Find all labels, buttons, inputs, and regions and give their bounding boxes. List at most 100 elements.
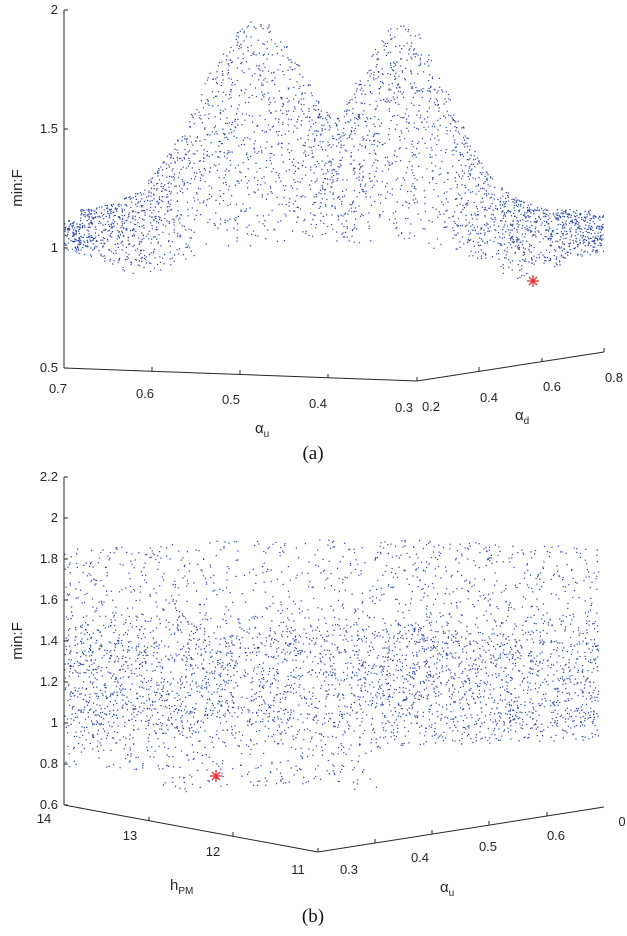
scatter-point xyxy=(361,87,363,89)
scatter-point xyxy=(494,619,496,621)
scatter-point xyxy=(512,223,514,225)
scatter-point xyxy=(574,692,576,694)
scatter-point xyxy=(403,45,405,47)
scatter-point xyxy=(509,211,512,213)
scatter-point xyxy=(448,114,450,116)
scatter-point xyxy=(263,43,265,45)
scatter-point xyxy=(535,226,537,228)
scatter-point xyxy=(319,189,321,191)
scatter-point xyxy=(287,711,289,713)
scatter-point xyxy=(353,129,355,132)
scatter-point xyxy=(453,691,455,693)
scatter-point xyxy=(182,727,184,729)
scatter-point xyxy=(221,70,223,72)
scatter-point xyxy=(391,571,393,573)
scatter-point xyxy=(549,239,552,241)
scatter-point xyxy=(390,62,392,65)
scatter-point xyxy=(175,746,177,748)
scatter-point xyxy=(183,157,185,159)
scatter-point xyxy=(305,155,307,157)
scatter-point xyxy=(419,64,422,66)
scatter-point xyxy=(401,132,403,134)
panel-a-y-label: αd xyxy=(515,407,529,427)
scatter-point xyxy=(476,233,478,235)
scatter-point xyxy=(67,732,69,734)
scatter-point xyxy=(538,714,540,716)
scatter-point xyxy=(151,200,153,202)
scatter-point xyxy=(74,250,76,252)
scatter-point xyxy=(214,95,217,97)
scatter-point xyxy=(72,241,74,243)
scatter-point xyxy=(322,188,324,190)
scatter-point xyxy=(590,228,592,230)
scatter-point xyxy=(270,569,272,571)
scatter-point xyxy=(376,180,378,182)
scatter-point xyxy=(437,593,439,595)
scatter-point xyxy=(531,257,533,259)
scatter-point xyxy=(133,729,135,731)
scatter-point xyxy=(499,204,501,206)
scatter-point xyxy=(236,180,238,182)
scatter-point xyxy=(204,639,206,642)
scatter-point xyxy=(522,247,525,249)
scatter-point xyxy=(168,222,170,224)
scatter-point xyxy=(321,184,323,186)
scatter-point xyxy=(571,234,573,236)
scatter-point xyxy=(315,105,317,107)
scatter-point xyxy=(350,133,352,135)
scatter-point xyxy=(428,242,430,244)
scatter-point xyxy=(416,127,418,129)
scatter-point xyxy=(353,145,355,148)
scatter-point xyxy=(455,121,457,123)
scatter-point xyxy=(596,625,598,627)
scatter-point xyxy=(584,239,586,241)
scatter-point xyxy=(374,558,377,560)
scatter-point xyxy=(217,105,219,107)
scatter-point xyxy=(482,240,484,242)
scatter-point xyxy=(369,117,372,119)
scatter-point xyxy=(527,204,529,206)
scatter-point xyxy=(478,160,480,162)
scatter-point xyxy=(331,674,334,676)
scatter-point xyxy=(577,246,579,248)
scatter-point xyxy=(491,633,493,635)
scatter-point xyxy=(276,768,278,770)
scatter-point xyxy=(334,169,336,171)
scatter-point xyxy=(401,48,403,50)
scatter-point xyxy=(349,203,351,205)
scatter-point xyxy=(526,639,528,641)
scatter-point xyxy=(564,212,566,214)
scatter-point xyxy=(433,189,435,191)
scatter-point xyxy=(436,100,438,102)
scatter-point xyxy=(358,164,360,166)
scatter-point xyxy=(302,231,304,233)
scatter-point xyxy=(332,764,334,766)
scatter-point xyxy=(181,140,183,142)
scatter-point xyxy=(77,243,79,245)
scatter-point xyxy=(333,138,335,140)
scatter-point xyxy=(465,699,468,701)
scatter-point xyxy=(492,655,494,657)
scatter-point xyxy=(307,134,309,136)
scatter-point xyxy=(151,746,153,748)
scatter-point xyxy=(88,233,90,235)
scatter-point xyxy=(593,658,595,660)
scatter-point xyxy=(378,88,380,90)
scatter-point xyxy=(370,204,373,206)
scatter-point xyxy=(517,221,519,223)
scatter-point xyxy=(106,766,108,768)
panel-a-y-ticks: 0.2 0.4 0.6 0.8 xyxy=(422,348,623,414)
scatter-point xyxy=(96,246,98,248)
scatter-point xyxy=(141,198,143,200)
scatter-point xyxy=(411,591,413,593)
scatter-point xyxy=(368,227,370,230)
scatter-point xyxy=(317,719,319,721)
scatter-point xyxy=(593,689,595,691)
scatter-point xyxy=(436,711,438,713)
scatter-point xyxy=(288,201,290,203)
scatter-point xyxy=(110,227,112,229)
scatter-point xyxy=(406,42,408,44)
scatter-point xyxy=(231,729,233,731)
scatter-point xyxy=(237,164,239,166)
scatter-point xyxy=(231,195,233,197)
